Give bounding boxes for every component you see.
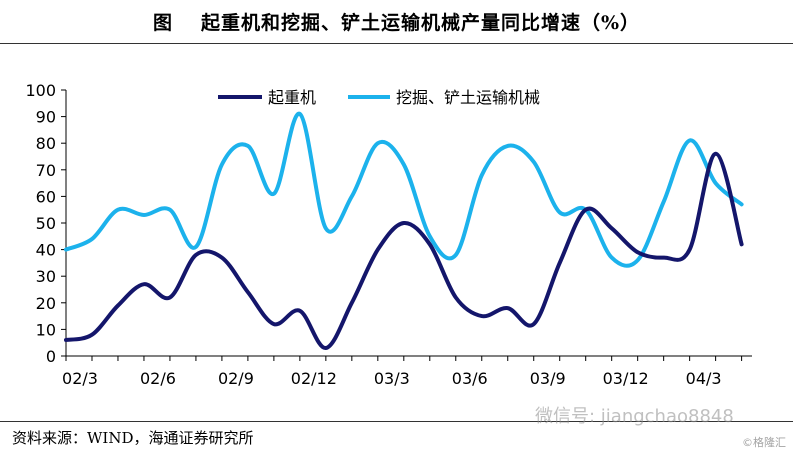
source-note: 资料来源：WIND，海通证券研究所 (12, 429, 254, 447)
y-tick-label: 100 (25, 81, 56, 100)
y-tick-label: 90 (36, 108, 56, 127)
y-tick-label: 80 (36, 134, 56, 153)
x-tick-label: 02/3 (62, 369, 98, 388)
legend-label-2: 挖掘、铲土运输机械 (396, 88, 540, 107)
figure-label: 图 (152, 12, 173, 34)
y-tick-label: 40 (36, 241, 56, 260)
x-tick-label: 03/12 (603, 369, 649, 388)
line-chart: 0 10 20 30 40 50 60 70 80 90 100 02/3 02/6 02/9 02/12 0… (25, 81, 752, 388)
y-tick-label: 20 (36, 294, 56, 313)
x-tick-label: 02/6 (140, 369, 176, 388)
chart-title: 图 起重机和挖掘、铲土运输机械产量同比增速（%） (0, 8, 793, 35)
series-line-2 (64, 111, 744, 268)
series-line-1 (64, 151, 744, 350)
y-tick-label: 70 (36, 161, 56, 180)
watermark-text: 微信号: jiangchao8848 (535, 406, 734, 427)
y-tick-label: 30 (36, 267, 56, 286)
y-tick-label: 50 (36, 214, 56, 233)
title-divider (0, 43, 793, 44)
legend-label-1: 起重机 (268, 88, 316, 107)
y-tick-label: 60 (36, 187, 56, 206)
x-tick-label: 03/6 (452, 369, 488, 388)
footer-divider (0, 421, 793, 422)
watermark-brand: ©格隆汇 (742, 436, 786, 449)
x-tick-label: 04/3 (686, 369, 722, 388)
y-tick-label: 10 (36, 320, 56, 339)
x-tick-label: 02/12 (291, 369, 337, 388)
chart-title-text: 起重机和挖掘、铲土运输机械产量同比增速（%） (200, 12, 641, 34)
x-tick-label: 02/9 (218, 369, 254, 388)
y-tick-label: 0 (46, 347, 56, 366)
x-tick-label: 03/9 (530, 369, 566, 388)
x-tick-label: 03/3 (374, 369, 410, 388)
